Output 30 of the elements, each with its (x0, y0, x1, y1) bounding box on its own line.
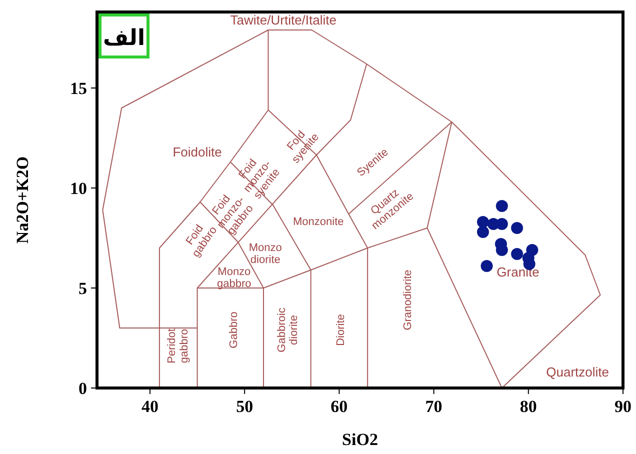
x-axis-title: SiO2 (342, 430, 378, 449)
x-tick-label: 80 (520, 397, 537, 416)
annotation: Monzo gabbro (217, 266, 252, 290)
annotation: Diorite (334, 314, 347, 346)
x-tick-label: 90 (614, 397, 632, 416)
point (476, 226, 489, 238)
annotation: Tawite/Urtite/Italite (230, 12, 336, 28)
annotation: الف (102, 26, 146, 51)
point (480, 260, 493, 272)
annotation: Gabbro (228, 312, 240, 348)
y-tick-label: 0 (78, 379, 87, 398)
x-tick-label: 40 (141, 397, 158, 416)
y-tick-label: 10 (70, 179, 87, 198)
y-tick-label: 15 (70, 79, 87, 98)
point (511, 248, 524, 260)
x-tick-label: 70 (425, 397, 442, 416)
x-tick-label: 50 (236, 397, 254, 416)
point (511, 222, 524, 234)
annotation: Granodiorite (402, 270, 414, 330)
annotation: Quartzolite (546, 364, 610, 380)
annotation: Gabbroic diorite (276, 307, 300, 352)
x-tick-label: 60 (330, 397, 348, 416)
annotation: Monzo diorite (248, 242, 282, 266)
annotation: Monzonite (292, 216, 344, 228)
annotation: Foidolite (172, 144, 222, 160)
y-tick-label: 5 (78, 279, 87, 298)
annotation: Peridot gabbro (166, 328, 190, 364)
point (496, 200, 508, 212)
y-axis-title: Na2O+K2O (13, 156, 32, 244)
annotation: Granite (496, 264, 540, 280)
